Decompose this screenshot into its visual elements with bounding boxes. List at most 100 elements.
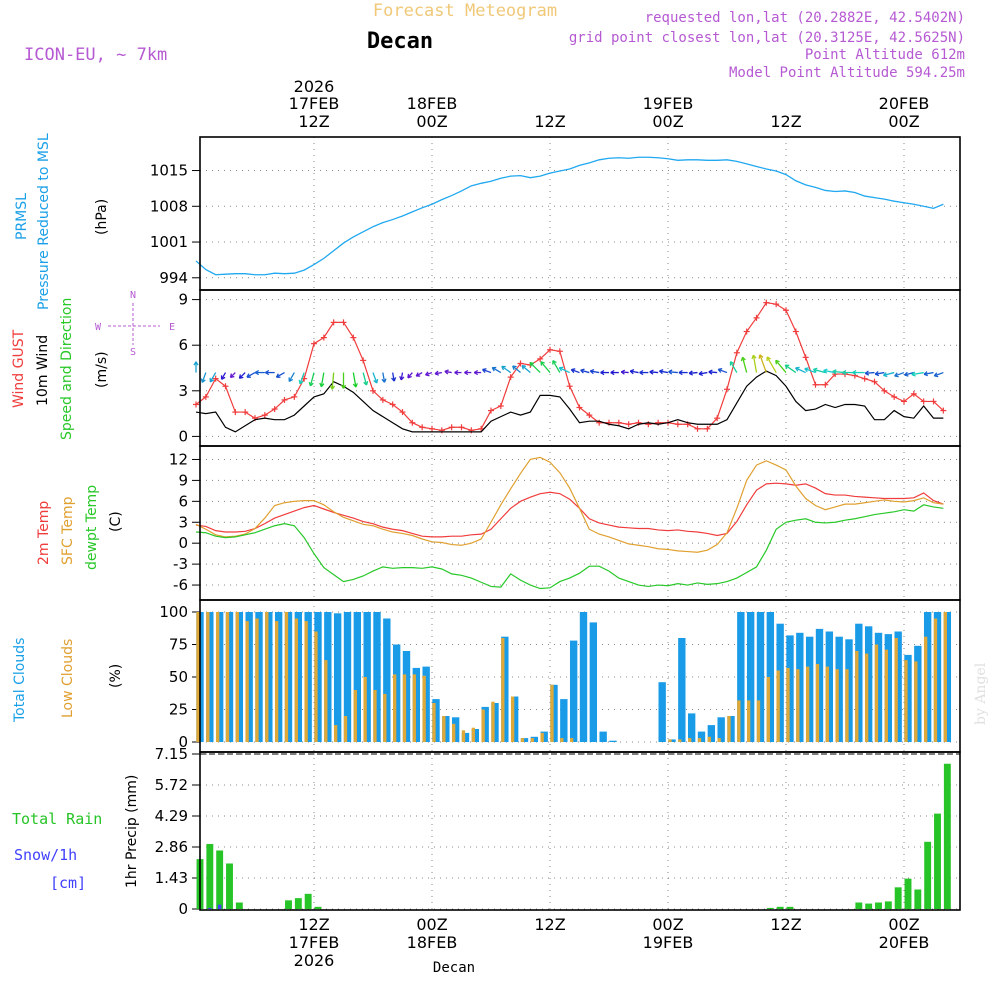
bottom-time-hour: 12Z xyxy=(770,915,801,934)
rain-bar xyxy=(914,889,922,909)
wind-arrow xyxy=(813,368,826,374)
wind-arrow xyxy=(784,364,797,374)
total-cloud-bar xyxy=(825,631,834,742)
y-tick-label: 100 xyxy=(159,603,188,621)
wind-arrow xyxy=(766,356,777,373)
low-cloud-bar xyxy=(510,696,515,742)
wind-arrow xyxy=(590,370,600,374)
low-cloud-bar xyxy=(363,677,367,742)
y-tick-label: 0 xyxy=(178,733,188,751)
top-time-hour: 00Z xyxy=(888,112,919,131)
total-cloud-bar xyxy=(569,640,578,742)
low-cloud-bar xyxy=(196,612,200,742)
panel-pressure: 994 1001 1008 1015 xyxy=(150,136,961,291)
low-cloud-bar xyxy=(530,738,534,742)
total-cloud-bar xyxy=(874,632,883,742)
wind-arrow-head xyxy=(299,380,304,385)
total-cloud-bar xyxy=(412,667,421,742)
low-cloud-bar xyxy=(894,638,898,742)
rain-bar xyxy=(776,906,784,909)
dew-label: dewpt Temp xyxy=(84,485,100,570)
y-tick-label: 1008 xyxy=(150,197,188,215)
total-cloud-bar xyxy=(766,612,775,742)
wind-arrow-head xyxy=(558,367,563,372)
total-cloud-bar xyxy=(304,612,312,742)
total-cloud-bar xyxy=(392,644,401,742)
watermark: by Angel xyxy=(973,662,989,725)
total-cloud-bar xyxy=(471,729,480,742)
wind-arrow xyxy=(795,367,806,374)
low-cloud-bar xyxy=(923,636,928,742)
low-cloud-bar xyxy=(864,653,869,742)
wind-arrow-head xyxy=(688,372,694,376)
wind-arrow xyxy=(559,367,570,374)
wind-arrow-head xyxy=(717,368,722,373)
total-cloud-bar xyxy=(855,623,863,742)
wind-arrow xyxy=(382,372,386,383)
low-cloud-bar xyxy=(776,670,780,742)
wind-arrow xyxy=(309,372,315,387)
wind-arrow xyxy=(482,368,492,374)
wind-arrow-head xyxy=(473,372,479,376)
wind-arrow xyxy=(201,372,207,383)
y-tick-label: -6 xyxy=(173,576,188,594)
rain-bar xyxy=(285,900,292,909)
low-cloud-bar xyxy=(835,669,839,742)
wind-arrow xyxy=(649,371,659,374)
low-cloud-bar xyxy=(265,612,269,742)
wind-arrow-head xyxy=(894,375,899,378)
total-cloud-bar xyxy=(235,612,244,742)
snow-unit-label: [cm] xyxy=(50,874,86,892)
wind-arrow xyxy=(571,368,580,374)
wind-arrow-head xyxy=(698,373,704,377)
low-cloud-bar xyxy=(737,700,741,742)
wind-arrow xyxy=(209,372,217,383)
panel-temperature: -6 -3 0 3 6 9 12 xyxy=(169,445,961,601)
series-line-2m-temp xyxy=(195,482,944,538)
y-tick-label: 2.86 xyxy=(155,838,188,856)
wind-arrow xyxy=(276,371,285,378)
low-cloud-bar xyxy=(796,669,800,742)
wind-arrow-head xyxy=(331,385,336,390)
low-cloud-bar xyxy=(412,674,416,742)
wind-arrow-head xyxy=(454,372,459,376)
y-tick-label: 994 xyxy=(159,269,188,287)
wind-arrow xyxy=(698,371,708,375)
total-cloud-bar xyxy=(727,716,735,742)
bottom-time-hour: 00Z xyxy=(416,915,447,934)
panel-frame xyxy=(199,136,961,291)
total-cloud-bar xyxy=(284,612,293,742)
wind-arrow xyxy=(894,371,905,377)
prmsl-unit-label: (hPa) xyxy=(94,199,110,235)
wind-arrow-head xyxy=(639,372,644,376)
wind-arrow xyxy=(923,371,934,375)
compass-n: N xyxy=(130,290,136,301)
total-cloud-bar xyxy=(353,612,362,742)
low-cloud-bar xyxy=(353,690,357,742)
wind-arrow xyxy=(521,365,531,374)
low-cloud-bar xyxy=(520,738,525,742)
total-cloud-bar xyxy=(461,732,470,742)
wind-arrow-head xyxy=(355,383,358,388)
wind-arrow xyxy=(689,371,698,374)
super-title: Forecast Meteogram xyxy=(373,1,557,21)
wind-arrow xyxy=(352,372,357,388)
total-cloud-bar xyxy=(737,612,745,742)
wind-arrow-head xyxy=(501,366,505,371)
total-cloud-bar xyxy=(206,612,214,742)
low-cloud-bar xyxy=(314,631,318,742)
clouds-unit-label: (%) xyxy=(108,664,124,688)
wind-arrow xyxy=(221,372,227,380)
temp-unit-label: (C) xyxy=(108,511,124,532)
wind-arrow xyxy=(331,372,335,390)
low-cloud-bar xyxy=(324,660,328,742)
rain-bar xyxy=(235,902,243,909)
wind-arrow xyxy=(934,371,944,377)
total-cloud-bar xyxy=(442,716,450,742)
bottom-time-date: 19FEB xyxy=(643,933,694,952)
y-tick-label: 1015 xyxy=(150,162,188,180)
wind-arrow-head xyxy=(629,370,634,375)
wind-arrow xyxy=(729,361,738,373)
y-tick-label: 3 xyxy=(178,382,188,400)
